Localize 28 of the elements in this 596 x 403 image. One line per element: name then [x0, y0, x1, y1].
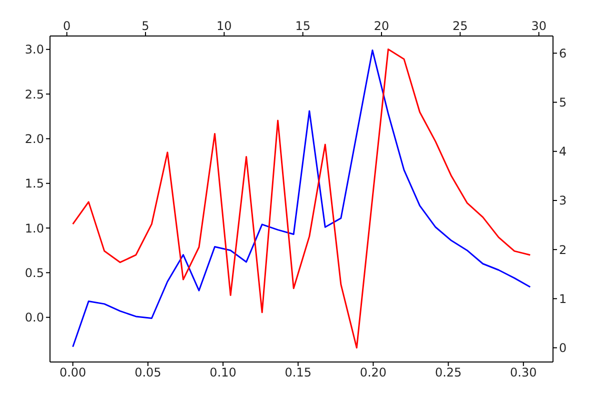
x-tick-label: 0.10 [210, 366, 236, 380]
x2-tick-label: 5 [142, 19, 150, 33]
x-tick-label: 0.15 [284, 366, 312, 380]
x-tick-label: 0.20 [360, 366, 387, 380]
y2-tick-label: 1 [559, 292, 567, 306]
x2-tick-label: 10 [216, 19, 232, 33]
x-tick-label: 0.25 [434, 366, 462, 380]
x-tick-label: 0.30 [510, 366, 537, 380]
y2-tick-label: 4 [559, 144, 567, 159]
y-tick-label: 1.5 [24, 176, 44, 191]
y-tick-label: 3.0 [24, 42, 44, 57]
y-tick-label: 0.5 [24, 266, 44, 280]
y2-tick-label: 2 [559, 242, 567, 257]
x2-tick-label: 20 [374, 19, 390, 33]
x2-tick-label: 25 [452, 19, 468, 33]
y2-tick-label: 3 [559, 194, 567, 208]
x2-tick-label: 30 [531, 19, 546, 33]
x2-tick-label: 15 [295, 19, 310, 33]
y2-tick-label: 0 [559, 341, 567, 356]
y-tick-label: 2.0 [24, 132, 44, 146]
y2-tick-label: 6 [559, 46, 567, 60]
x-tick-label: 0.00 [59, 366, 86, 380]
y-tick-label: 1.0 [24, 221, 44, 236]
y2-tick-label: 5 [559, 96, 567, 110]
x-tick-label: 0.05 [134, 366, 162, 380]
y-tick-label: 0.0 [24, 310, 44, 325]
x2-tick-label: 0 [63, 19, 71, 33]
y-tick-label: 2.5 [24, 87, 44, 102]
